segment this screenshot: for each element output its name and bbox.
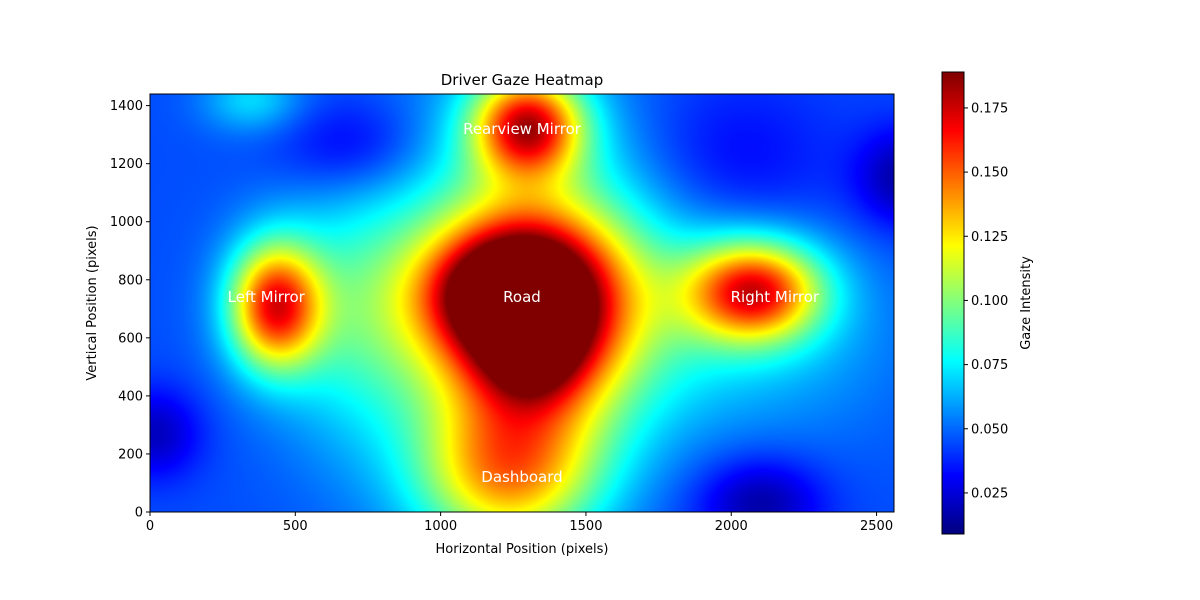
colorbar-gradient-container: [942, 72, 964, 534]
x-tick-label: 1500: [569, 519, 602, 534]
plot-frame: [149, 93, 895, 513]
y-tick-label: 800: [118, 273, 143, 288]
plot-area: [149, 93, 895, 513]
colorbar-label: Gaze Intensity: [1019, 256, 1034, 350]
x-tick-label: 2000: [715, 519, 748, 534]
y-tick-label: 1000: [110, 215, 143, 230]
colorbar-tick-label: 0.125: [971, 230, 1008, 245]
y-axis-label: Vertical Position (pixels): [85, 225, 100, 380]
annotations: Rearview Mirror Left Mirror Road Right Mirr…: [228, 120, 820, 486]
colorbar-tick-label: 0.175: [971, 101, 1008, 116]
colorbar-tick-label: 0.100: [971, 294, 1008, 309]
colorbar-tick-label: 0.050: [971, 422, 1008, 437]
colorbar-tick-label: 0.150: [971, 166, 1008, 181]
colorbar-tick-label: 0.025: [971, 486, 1008, 501]
y-tick-label: 0: [135, 506, 143, 521]
y-tick-label: 1200: [110, 157, 143, 172]
colorbar-frame: [941, 71, 965, 535]
region-annotation: Road: [503, 288, 541, 306]
y-tick-label: 200: [118, 447, 143, 462]
colorbar-ticks: 0.025 0.050 0.075 0.100 0.125 0.150 0.175: [964, 101, 1008, 501]
x-tick-label: 2500: [860, 519, 893, 534]
heatmap-image: [150, 94, 894, 512]
heatmap-image-container: [150, 94, 894, 512]
region-annotation: Right Mirror: [731, 288, 820, 306]
y-axis: 0 200 400 600 800 1000 1200 1400: [110, 99, 150, 521]
x-tick-label: 1000: [424, 519, 457, 534]
x-tick-label: 0: [146, 519, 154, 534]
x-tick-label: 500: [283, 519, 308, 534]
x-axis: 0 500 1000 1500 2000 2500: [146, 512, 893, 534]
region-annotation: Rearview Mirror: [463, 120, 582, 138]
y-tick-label: 600: [118, 331, 143, 346]
y-tick-label: 400: [118, 389, 143, 404]
colorbar-gradient: [942, 72, 964, 534]
y-tick-label: 1400: [110, 99, 143, 114]
colorbar-tick-label: 0.075: [971, 358, 1008, 373]
x-axis-label: Horizontal Position (pixels): [436, 542, 609, 557]
region-annotation: Left Mirror: [228, 288, 306, 306]
region-annotation: Dashboard: [481, 468, 562, 486]
chart-title: Driver Gaze Heatmap: [441, 71, 604, 89]
colorbar: 0.025 0.050 0.075 0.100 0.125 0.150 0.175 Gaze…: [941, 71, 1034, 535]
